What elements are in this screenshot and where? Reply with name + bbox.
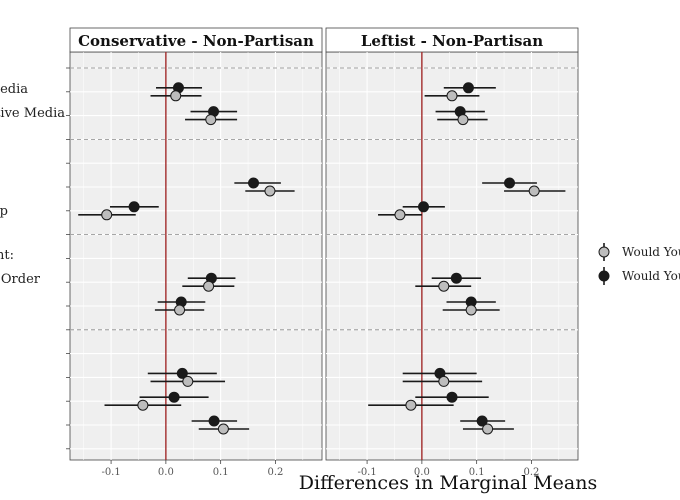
estimate-point [405,399,417,411]
estimate-point [450,272,462,284]
estimate-point [128,201,140,213]
estimate-point [182,375,194,387]
panel-marks [368,82,566,435]
x-tick-label: 0.1 [469,467,485,478]
estimate-point [418,201,430,213]
y-axis-labels: Media ative Media p ent: Order [0,82,65,287]
x-axis-title: Differences in Marginal Means [299,472,597,494]
panel-gridlines [70,52,322,460]
legend-key-point [598,270,610,282]
estimate-point [205,114,217,126]
estimate-point [170,90,182,102]
estimate-point [174,304,186,316]
x-axis-ticks: -0.1 0.0 0.1 0.2 -0.1 0.0 0.1 0.2 [101,460,539,478]
panel-conservative: Conservative - Non-Partisan [69,27,323,461]
estimate-point [394,209,406,221]
estimate-point [248,177,260,189]
panel-title: Leftist - Non-Partisan [361,32,543,50]
estimate-point [438,375,450,387]
x-tick-label: 0.2 [523,467,539,478]
estimate-point [208,415,220,427]
estimate-point [528,185,540,197]
estimate-point [264,185,276,197]
legend-label: Would You [622,269,680,283]
panel-leftist: Leftist - Non-Partisan [325,27,579,461]
estimate-point [203,280,215,292]
estimate-point [168,391,180,403]
x-tick-label: 0.0 [414,467,430,478]
legend-label: Would You [622,245,680,259]
x-tick-label: 0.0 [158,467,174,478]
estimate-point [462,82,474,94]
estimate-point [137,399,149,411]
estimate-point [465,304,477,316]
estimate-point [457,114,469,126]
panel-gridlines [326,52,578,460]
legend-key-point [598,246,610,258]
estimate-point [476,415,488,427]
x-tick-label: -0.1 [357,467,376,478]
panel-background [69,51,323,461]
legend: Would You Would You [598,243,680,285]
y-label-alternative-media: ative Media [0,106,65,121]
estimate-point [446,90,458,102]
estimate-point [482,423,494,435]
estimate-point [176,367,188,379]
estimate-point [438,280,450,292]
panel-strip [69,27,323,53]
panel-marks [78,82,295,435]
y-axis-ticks [66,67,70,450]
estimate-point [504,177,516,189]
x-tick-label: 0.2 [267,467,283,478]
y-label-media: Media [0,82,28,97]
x-tick-label: -0.1 [101,467,120,478]
y-label-ent: ent: [0,248,14,263]
x-tick-label: 0.1 [213,467,229,478]
estimate-point [217,423,229,435]
panel-strip [325,27,579,53]
y-label-p: p [0,204,8,219]
estimate-point [101,209,113,221]
estimate-point [446,391,458,403]
panel-title: Conservative - Non-Partisan [78,32,314,50]
y-label-order: Order [1,272,41,287]
